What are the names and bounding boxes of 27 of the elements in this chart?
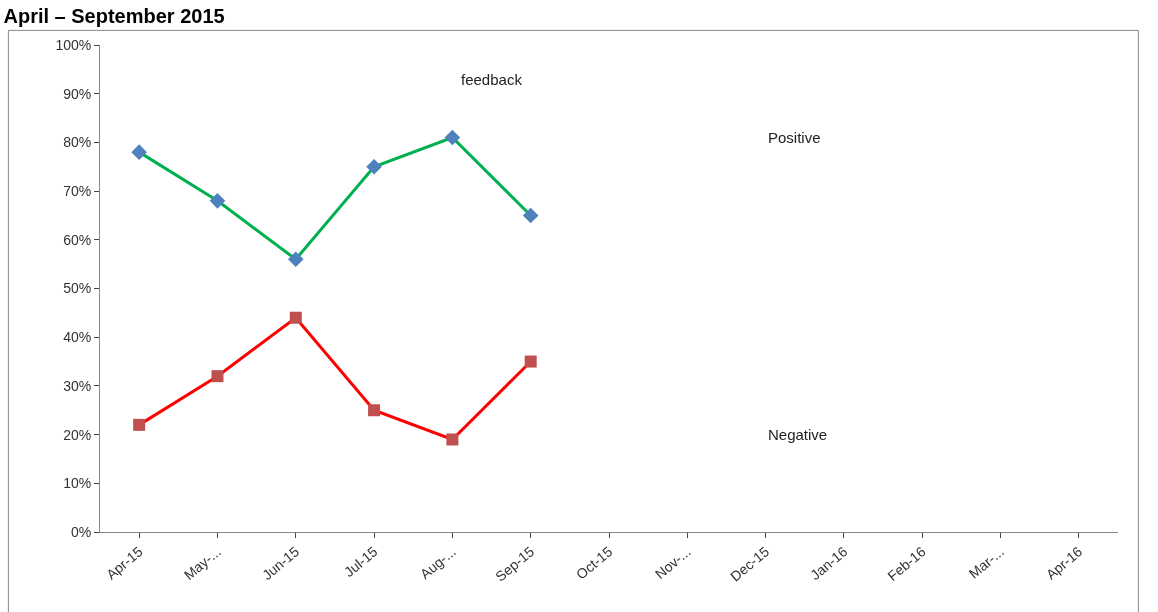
y-tick-label: 20% bbox=[63, 426, 92, 443]
point bbox=[524, 355, 537, 368]
y-tick-label: 90% bbox=[63, 85, 92, 102]
point bbox=[211, 370, 224, 383]
point bbox=[368, 404, 381, 417]
y-tick-label: 0% bbox=[70, 523, 92, 540]
y-tick-label: 80% bbox=[63, 134, 92, 151]
point bbox=[446, 433, 459, 446]
point bbox=[289, 311, 302, 324]
text: Positive bbox=[768, 129, 821, 146]
point bbox=[287, 251, 304, 268]
y-tick-label: 100% bbox=[55, 36, 92, 53]
point bbox=[366, 158, 382, 175]
text: Negative bbox=[768, 426, 828, 443]
point bbox=[131, 144, 147, 160]
point bbox=[209, 193, 226, 209]
point bbox=[444, 129, 461, 146]
y-tick-label: 40% bbox=[63, 329, 92, 346]
point bbox=[522, 207, 539, 224]
y-tick-label: 70% bbox=[63, 183, 92, 199]
y-tick-label: 50% bbox=[63, 280, 92, 297]
y-tick-label: 30% bbox=[63, 377, 92, 394]
y-tick-label: 60% bbox=[63, 231, 92, 248]
y-tick-label: 10% bbox=[63, 475, 92, 492]
chart-title: April – September 2015 bbox=[3, 5, 225, 28]
annotation: feedback bbox=[461, 71, 523, 88]
point bbox=[133, 418, 146, 431]
